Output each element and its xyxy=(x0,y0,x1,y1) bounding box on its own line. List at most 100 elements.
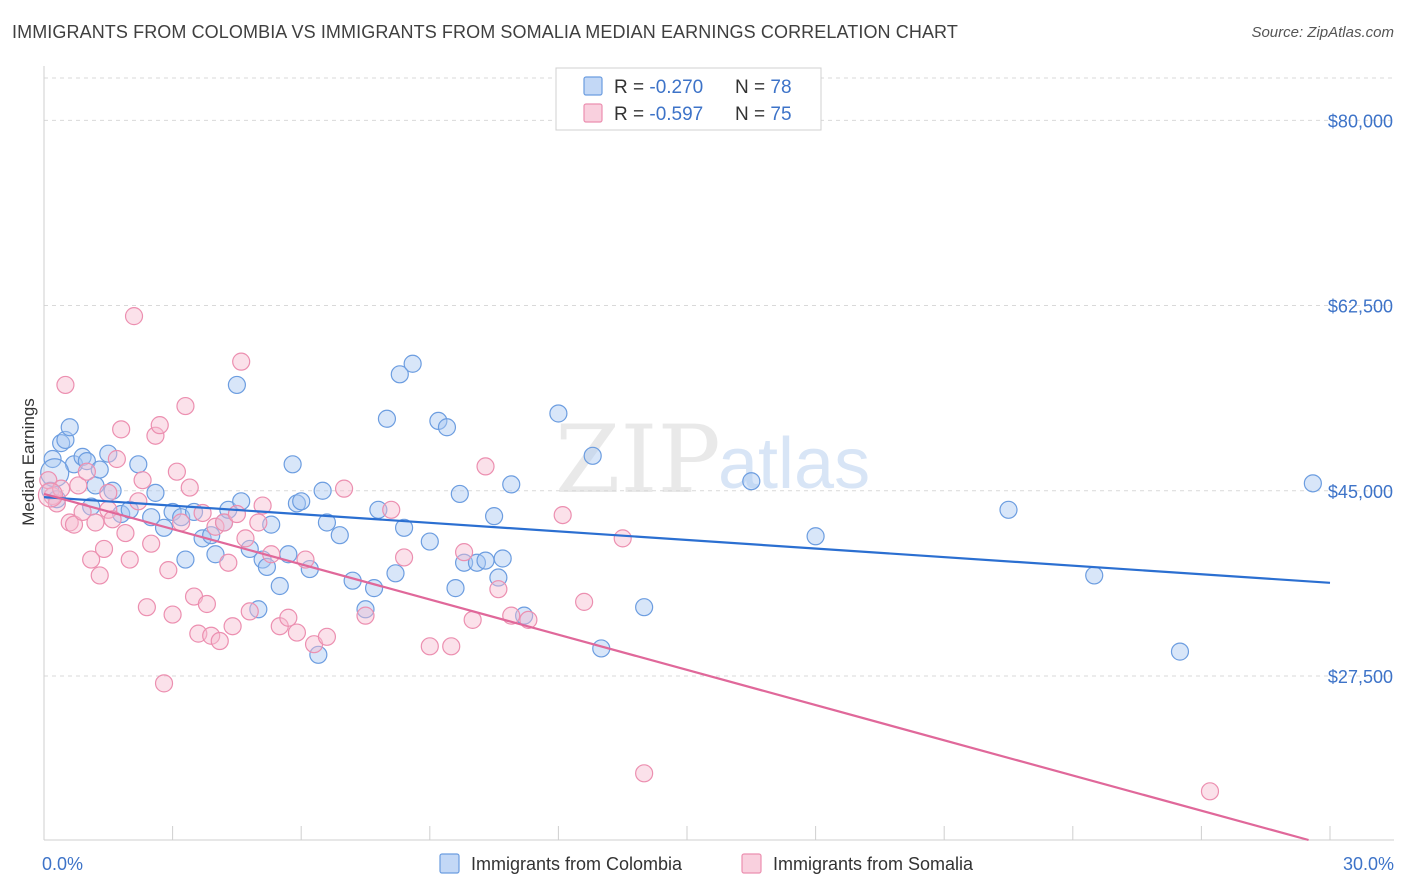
somalia-point xyxy=(167,462,186,481)
colombia-point xyxy=(146,483,165,502)
somalia-point xyxy=(90,566,109,585)
colombia-point xyxy=(129,455,148,474)
somalia-point xyxy=(613,529,632,548)
legend-n-label: N = xyxy=(735,77,770,98)
colombia-point xyxy=(1085,566,1104,585)
colombia-point xyxy=(77,452,96,471)
y-tick-label: $62,500 xyxy=(1328,297,1393,317)
somalia-point xyxy=(214,513,234,532)
somalia-point xyxy=(420,637,439,656)
somalia-point xyxy=(103,510,122,529)
colombia-point xyxy=(386,564,405,583)
chart-title: IMMIGRANTS FROM COLOMBIA VS IMMIGRANTS F… xyxy=(12,22,958,42)
colombia-point xyxy=(583,446,602,465)
axes xyxy=(43,66,1394,841)
colombia-point xyxy=(420,532,439,551)
somalia-point xyxy=(489,580,508,599)
bottom-legend-swatch-somalia xyxy=(741,853,762,874)
somalia-point xyxy=(202,626,221,645)
somalia-point xyxy=(146,426,165,445)
somalia-point xyxy=(197,594,216,614)
somalia-point xyxy=(334,479,354,498)
somalia-point xyxy=(206,517,225,536)
trend-line-colombia xyxy=(43,496,1331,584)
legend-r-row-colombia: R = -0.270 xyxy=(614,77,703,98)
somalia-point xyxy=(553,505,572,525)
legend-n-value: 75 xyxy=(770,104,791,125)
legend-r-label: R = xyxy=(614,104,649,125)
bottom-legend-swatch-colombia xyxy=(439,853,460,874)
somalia-point xyxy=(133,471,152,490)
x-tick-label-max: 30.0% xyxy=(1343,854,1394,874)
somalia-point xyxy=(129,492,148,511)
somalia-point xyxy=(232,352,251,371)
colombia-point xyxy=(99,444,118,463)
colombia-point xyxy=(476,551,495,570)
somalia-point xyxy=(519,610,538,629)
somalia-point xyxy=(137,598,156,617)
legend-n-label: N = xyxy=(735,104,770,125)
colombia-point xyxy=(454,553,474,572)
somalia-point xyxy=(86,513,105,532)
somalia-point xyxy=(180,478,199,497)
somalia-point xyxy=(240,602,259,621)
colombia-point xyxy=(206,545,225,564)
legend-swatch-somalia xyxy=(583,103,603,123)
bottom-legend-label-colombia: Immigrants from Colombia xyxy=(471,854,683,874)
top-legend: R = -0.270 N = 78 R = -0.597 N = 75 xyxy=(555,67,822,131)
bottom-legend: Immigrants from Colombia Immigrants from… xyxy=(439,853,974,874)
colombia-point xyxy=(176,550,195,569)
somalia-point xyxy=(163,605,182,624)
y-tick-labels: $27,500 $45,000 $62,500 $80,000 xyxy=(1328,111,1393,687)
colombia-point xyxy=(227,375,246,395)
somalia-point xyxy=(249,513,268,532)
trend-lines xyxy=(43,492,1331,842)
colombia-point xyxy=(999,500,1018,519)
somalia-point xyxy=(94,539,114,559)
somalia-point xyxy=(112,420,131,439)
watermark-atlas: atlas xyxy=(718,424,870,504)
trend-line-somalia xyxy=(43,492,1309,842)
somalia-point xyxy=(176,396,195,416)
somalia-point xyxy=(317,627,337,646)
colombia-point xyxy=(437,418,457,437)
somalia-point xyxy=(219,553,238,572)
legend-n-row-colombia: N = 78 xyxy=(735,77,792,98)
somalia-point xyxy=(120,550,139,569)
somalia-point xyxy=(1200,782,1220,801)
somalia-point xyxy=(172,513,191,532)
source-credit: Source: ZipAtlas.com xyxy=(1251,24,1394,41)
somalia-point xyxy=(635,764,654,783)
somalia-point xyxy=(99,483,118,502)
colombia-point xyxy=(450,484,469,504)
y-tick-label: $27,500 xyxy=(1328,667,1393,687)
y-tick-label: $80,000 xyxy=(1328,111,1393,131)
legend-r-label: R = xyxy=(614,77,649,98)
colombia-point xyxy=(330,526,349,545)
somalia-point xyxy=(142,534,161,553)
colombia-point xyxy=(1170,642,1190,661)
colombia-point xyxy=(292,492,311,511)
legend-r-row-somalia: R = -0.597 xyxy=(614,104,703,125)
somalia-point xyxy=(77,462,96,481)
somalia-point xyxy=(454,543,474,562)
somalia-point xyxy=(82,550,101,569)
somalia-point xyxy=(150,416,169,435)
colombia-point xyxy=(283,455,302,474)
somalia-point xyxy=(442,637,461,656)
somalia-point xyxy=(287,623,307,642)
x-tick-labels: 0.0% 30.0% xyxy=(42,854,1394,874)
somalia-point xyxy=(382,500,401,519)
gridlines xyxy=(44,77,1394,677)
legend-r-value: -0.597 xyxy=(649,104,703,125)
y-tick-label: $45,000 xyxy=(1328,482,1393,502)
somalia-point xyxy=(159,561,178,580)
watermark-zip: ZIP xyxy=(555,406,721,515)
somalia-point xyxy=(253,496,272,515)
legend-n-row-somalia: N = 75 xyxy=(735,104,792,125)
somalia-point xyxy=(69,476,88,495)
somalia-point xyxy=(56,375,75,395)
colombia-point xyxy=(446,579,465,598)
colombia-point xyxy=(313,481,332,500)
